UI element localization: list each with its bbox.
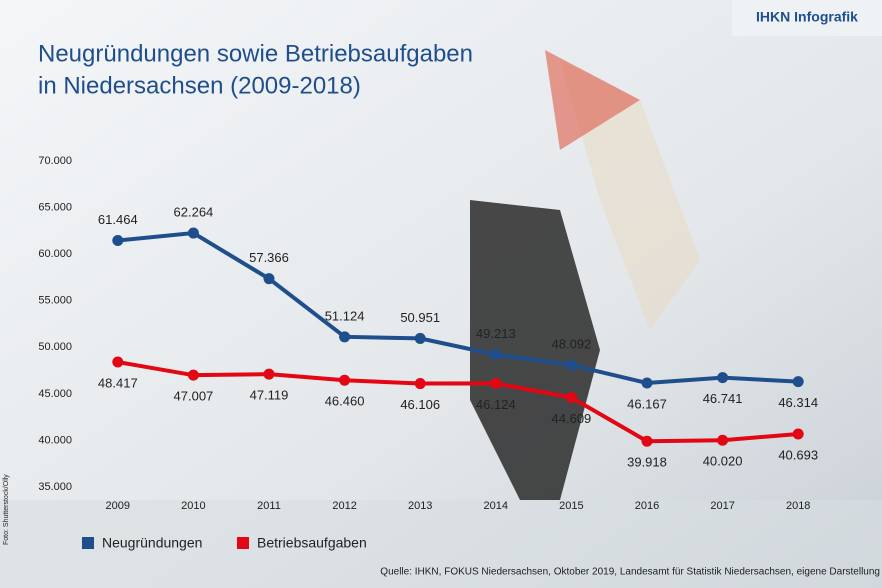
data-label: 48.092	[552, 336, 592, 351]
data-label: 46.106	[400, 397, 440, 412]
data-point	[414, 378, 426, 390]
legend-swatch	[82, 537, 94, 549]
data-label: 46.314	[778, 395, 818, 410]
data-point	[565, 391, 577, 403]
data-label: 50.951	[400, 310, 440, 325]
x-tick-label: 2016	[635, 500, 659, 512]
data-label: 47.007	[174, 389, 214, 404]
data-label: 47.119	[250, 388, 289, 403]
y-tick-label: 40.000	[38, 434, 72, 446]
data-point	[187, 227, 199, 239]
data-label: 48.417	[98, 375, 138, 390]
legend-label: Neugründungen	[102, 535, 202, 551]
photo-credit: Foto: Shutterstock/Olly	[3, 474, 10, 545]
data-point	[641, 435, 653, 447]
y-tick-label: 70.000	[38, 155, 72, 167]
y-tick-label: 35.000	[38, 481, 72, 493]
source: Quelle: IHKN, FOKUS Niedersachsen, Oktob…	[380, 567, 880, 578]
floor	[0, 500, 882, 588]
data-point	[565, 359, 577, 371]
data-point	[717, 372, 729, 384]
legend-label: Betriebsaufgaben	[257, 535, 367, 551]
x-tick-label: 2017	[710, 500, 734, 512]
x-tick-label: 2015	[559, 500, 583, 512]
x-tick-label: 2012	[332, 500, 356, 512]
data-label: 40.020	[703, 454, 743, 469]
x-tick-label: 2014	[484, 500, 508, 512]
y-tick-label: 50.000	[38, 341, 72, 353]
data-point	[339, 374, 351, 386]
data-point	[490, 377, 502, 389]
y-tick-label: 45.000	[38, 388, 72, 400]
data-point	[414, 332, 426, 344]
data-point	[187, 369, 199, 381]
data-label: 46.460	[325, 394, 365, 409]
x-tick-label: 2011	[257, 500, 281, 512]
chart-title: Neugründungen sowie Betriebsaufgaben	[38, 40, 473, 67]
series-line	[117, 360, 799, 444]
rocket-tip	[545, 50, 640, 150]
data-point	[792, 376, 804, 388]
person-silhouette	[470, 200, 600, 500]
data-label: 39.918	[627, 455, 667, 470]
y-tick-label: 65.000	[38, 201, 72, 213]
data-point	[112, 356, 124, 368]
data-label: 62.264	[174, 204, 214, 219]
data-point	[490, 349, 502, 361]
data-label: 49.213	[476, 326, 516, 341]
x-tick-label: 2010	[181, 500, 205, 512]
x-tick-label: 2009	[106, 500, 130, 512]
data-point	[792, 428, 804, 440]
data-label: 61.464	[98, 212, 138, 227]
data-point	[112, 235, 124, 247]
chart-title: in Niedersachsen (2009-2018)	[38, 72, 361, 99]
data-label: 44.609	[552, 411, 592, 426]
series-line	[117, 230, 799, 386]
data-point	[641, 377, 653, 389]
data-point	[263, 273, 275, 285]
data-point	[263, 368, 275, 380]
data-label: 40.693	[778, 447, 818, 462]
x-tick-label: 2013	[408, 500, 432, 512]
data-label: 46.741	[703, 391, 743, 406]
data-label: 46.167	[627, 396, 667, 411]
x-tick-label: 2018	[786, 500, 810, 512]
brand-box	[732, 0, 882, 36]
data-point	[717, 434, 729, 446]
y-tick-label: 60.000	[38, 248, 72, 260]
legend-swatch	[237, 537, 249, 549]
data-label: 57.366	[249, 250, 289, 265]
y-tick-label: 55.000	[38, 295, 72, 307]
data-label: 51.124	[325, 308, 365, 323]
data-point	[339, 331, 351, 343]
data-label: 46.124	[476, 397, 516, 412]
brand: IHKN Infografik	[756, 9, 858, 25]
